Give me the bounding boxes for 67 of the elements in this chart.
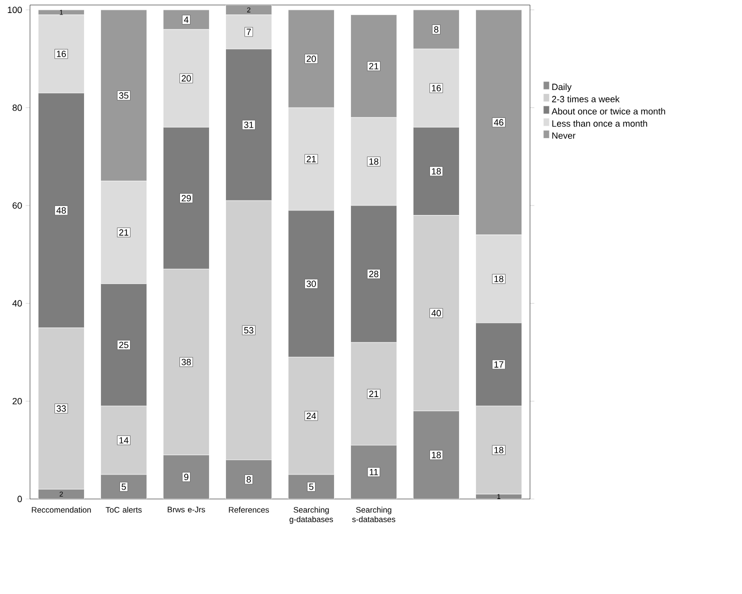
x-tick-label: ToC alerts (106, 506, 142, 513)
data-label: 7 (246, 28, 251, 35)
data-label: 8 (434, 26, 438, 33)
data-label: 38 (182, 358, 191, 366)
data-label: 31 (244, 122, 254, 128)
data-label: 5 (122, 484, 126, 490)
legend-label: Never (552, 132, 576, 139)
data-label: 18 (432, 168, 441, 174)
data-label: 16 (56, 50, 66, 58)
data-label: 8 (246, 476, 251, 483)
data-label: 14 (119, 437, 128, 444)
data-label: 11 (370, 468, 378, 476)
data-label: 16 (432, 84, 441, 92)
data-label: 20 (306, 56, 316, 62)
y-tick-label: 40 (12, 300, 22, 307)
bar (476, 10, 522, 236)
bar (288, 474, 334, 499)
data-label: 21 (306, 156, 316, 162)
data-label: 46 (494, 119, 504, 126)
bar (413, 10, 460, 50)
y-tick-label: 60 (12, 202, 22, 209)
bar (288, 10, 334, 108)
x-tick-label: Reccomendation (32, 506, 91, 513)
x-tick-label: Searching s-databases (352, 506, 396, 522)
y-tick-label: 80 (12, 104, 22, 111)
data-label: 25 (119, 342, 128, 348)
y-tick-label: 20 (12, 398, 22, 404)
bar (163, 454, 210, 499)
data-label: 4 (184, 16, 188, 23)
bar (350, 445, 397, 499)
bar (350, 14, 397, 118)
data-label: 53 (244, 327, 254, 334)
data-label: 35 (119, 92, 128, 99)
x-tick-label: Brws e-Jrs (168, 506, 206, 512)
x-tick-label: References (228, 506, 269, 513)
data-label: 48 (56, 207, 66, 214)
legend-label: About once or twice a month (552, 108, 666, 115)
legend-label: 2-3 times a week (552, 96, 620, 102)
data-label: 33 (56, 405, 66, 412)
data-label: 18 (494, 446, 504, 454)
bar (38, 489, 84, 499)
bar (163, 10, 210, 30)
y-tick-label: 0 (18, 496, 22, 502)
bar (100, 10, 147, 182)
data-label: 21 (119, 229, 128, 236)
data-label: 9 (184, 474, 188, 480)
bar (226, 460, 272, 499)
data-label: 24 (306, 412, 316, 419)
data-label: 21 (369, 62, 378, 70)
y-tick-label: 100 (8, 6, 22, 14)
data-label: 30 (306, 280, 316, 287)
data-label: 40 (431, 310, 441, 316)
x-tick-label: Searching g-databases (290, 506, 333, 524)
legend-label: Daily (552, 83, 572, 92)
data-label: 18 (432, 452, 441, 458)
data-label: 18 (494, 276, 504, 282)
data-label: 17 (494, 361, 504, 368)
data-label: 21 (369, 390, 378, 397)
bar (413, 410, 460, 499)
data-label: 20 (182, 75, 191, 82)
data-label: 5 (309, 484, 314, 490)
bar (100, 474, 147, 499)
legend-label: Less than once a month (552, 120, 648, 127)
bar (226, 4, 272, 15)
data-label: 18 (369, 158, 378, 165)
data-label: 29 (182, 195, 191, 202)
data-label: 28 (369, 270, 378, 278)
